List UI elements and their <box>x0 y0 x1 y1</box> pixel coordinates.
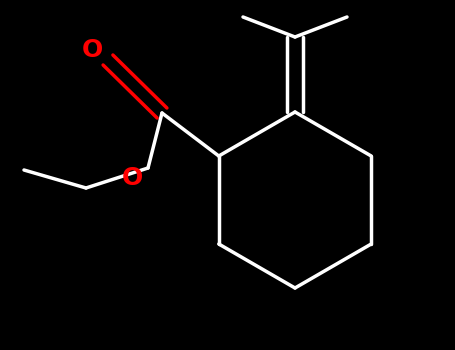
Text: O: O <box>121 166 142 190</box>
Text: O: O <box>81 38 103 62</box>
